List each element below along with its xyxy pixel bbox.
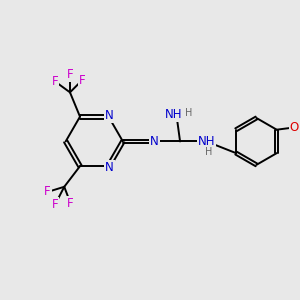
Text: N: N — [105, 161, 114, 174]
Text: F: F — [67, 68, 73, 81]
Text: F: F — [52, 75, 59, 88]
Text: NH: NH — [164, 108, 182, 121]
Text: O: O — [290, 121, 299, 134]
Text: F: F — [44, 185, 51, 198]
Text: N: N — [150, 135, 159, 148]
Text: NH: NH — [198, 135, 215, 148]
Text: N: N — [105, 109, 114, 122]
Text: F: F — [79, 74, 85, 87]
Text: F: F — [52, 198, 59, 211]
Text: H: H — [205, 147, 212, 157]
Text: H: H — [185, 108, 192, 118]
Text: F: F — [67, 197, 74, 210]
